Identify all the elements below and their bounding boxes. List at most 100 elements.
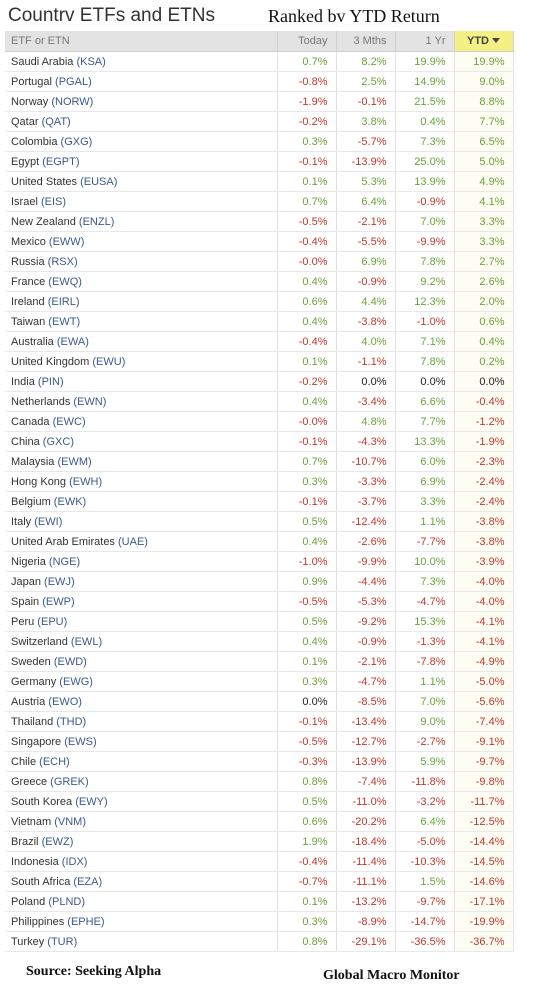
ticker-link[interactable]: EWA: [60, 335, 86, 348]
ticker-link[interactable]: ECH: [42, 755, 67, 768]
ticker-link[interactable]: VNM: [57, 815, 83, 828]
ticker-link[interactable]: EPU: [40, 615, 64, 628]
table-row[interactable]: Indonesia (IDX) -0.4% -11.4% -10.3% -14.5%: [5, 851, 514, 872]
ticker-link[interactable]: EWH: [72, 475, 99, 488]
country-name: Indonesia: [11, 855, 59, 868]
ticker-link[interactable]: RSX: [51, 255, 74, 268]
table-row[interactable]: Israel (EIS) 0.7% 6.4% -0.9% 4.1%: [5, 191, 514, 212]
ticker-link[interactable]: QAT: [45, 115, 68, 128]
table-row[interactable]: Switzerland (EWL) 0.4% -0.9% -1.3% -4.1%: [5, 631, 514, 652]
table-row[interactable]: Russia (RSX) -0.0% 6.9% 7.8% 2.7%: [5, 251, 514, 272]
ticker-link[interactable]: EIS: [44, 195, 63, 208]
table-row[interactable]: Portugal (PGAL) -0.8% 2.5% 14.9% 9.0%: [5, 71, 514, 92]
table-row[interactable]: Italy (EWI) 0.5% -12.4% 1.1% -3.8%: [5, 511, 514, 532]
ticker-link[interactable]: EWU: [96, 355, 122, 368]
table-row[interactable]: Nigeria (NGE) -1.0% -9.9% 10.0% -3.9%: [5, 551, 514, 572]
table-row[interactable]: Sweden (EWD) 0.1% -2.1% -7.8% -4.9%: [5, 651, 514, 672]
table-row[interactable]: United States (EUSA) 0.1% 5.3% 13.9% 4.9%: [5, 171, 514, 192]
table-row[interactable]: South Africa (EZA) -0.7% -11.1% 1.5% -14.6%: [5, 871, 514, 892]
ticker-link[interactable]: THD: [59, 715, 83, 728]
ticker-link[interactable]: EWC: [56, 415, 82, 428]
ytd-cell: 0.4%: [454, 331, 514, 352]
ticker-link[interactable]: EWW: [52, 235, 81, 248]
table-row[interactable]: Chile (ECH) -0.3% -13.9% 5.9% -9.7%: [5, 751, 514, 772]
ticker-link[interactable]: NORW: [55, 95, 90, 108]
column-header-1-year[interactable]: 1 Yr: [395, 31, 455, 52]
ticker-link[interactable]: EWZ: [45, 835, 70, 848]
ticker-link[interactable]: PLND: [52, 895, 82, 908]
ticker-link[interactable]: EWO: [51, 695, 79, 708]
table-row[interactable]: United Arab Emirates (UAE) 0.4% -2.6% -7.7%…: [5, 531, 514, 552]
ticker-link[interactable]: ENZL: [82, 215, 111, 228]
column-header-name[interactable]: ETF or ETN: [5, 31, 278, 52]
table-row[interactable]: Netherlands (EWN) 0.4% -3.4% 6.6% -0.4%: [5, 391, 514, 412]
table-row[interactable]: Canada (EWC) -0.0% 4.8% 7.7% -1.2%: [5, 411, 514, 432]
ticker-link[interactable]: KSA: [80, 55, 103, 68]
column-header-3-months[interactable]: 3 Mths: [336, 31, 396, 52]
table-row[interactable]: Austria (EWO) 0.0% -8.5% 7.0% -5.6%: [5, 691, 514, 712]
ticker-link[interactable]: EWJ: [47, 575, 71, 588]
ticker-link[interactable]: TUR: [50, 935, 74, 948]
table-row[interactable]: India (PIN) -0.2% 0.0% 0.0% 0.0%: [5, 371, 514, 392]
table-row[interactable]: Peru (EPU) 0.5% -9.2% 15.3% -4.1%: [5, 611, 514, 632]
ticker-link[interactable]: EWI: [37, 515, 59, 528]
ticker-link[interactable]: EZA: [77, 875, 99, 888]
ticker-link[interactable]: EWG: [62, 675, 90, 688]
table-row[interactable]: Germany (EWG) 0.3% -4.7% 1.1% -5.0%: [5, 671, 514, 692]
table-row[interactable]: Vietnam (VNM) 0.6% -20.2% 6.4% -12.5%: [5, 811, 514, 832]
ticker-link[interactable]: EIRL: [51, 295, 76, 308]
ticker-link[interactable]: EWM: [61, 455, 89, 468]
ticker-link[interactable]: EWQ: [51, 275, 79, 288]
ticker-link[interactable]: EWP: [45, 595, 71, 608]
table-row[interactable]: Turkey (TUR) 0.8% -29.1% -36.5% -36.7%: [5, 931, 514, 952]
table-row[interactable]: Malaysia (EWM) 0.7% -10.7% 6.0% -2.3%: [5, 451, 514, 472]
table-row[interactable]: Belgium (EWK) -0.1% -3.7% 3.3% -2.4%: [5, 491, 514, 512]
table-row[interactable]: Greece (GREK) 0.8% -7.4% -11.8% -9.8%: [5, 771, 514, 792]
table-row[interactable]: Australia (EWA) -0.4% 4.0% 7.1% 0.4%: [5, 331, 514, 352]
table-row[interactable]: Philippines (EPHE) 0.3% -8.9% -14.7% -19.9%: [5, 911, 514, 932]
table-row[interactable]: Colombia (GXG) 0.3% -5.7% 7.3% 6.5%: [5, 131, 514, 152]
today-cell: -0.7%: [277, 871, 337, 892]
table-row[interactable]: France (EWQ) 0.4% -0.9% 9.2% 2.6%: [5, 271, 514, 292]
table-row[interactable]: Ireland (EIRL) 0.6% 4.4% 12.3% 2.0%: [5, 291, 514, 312]
table-row[interactable]: Hong Kong (EWH) 0.3% -3.3% 6.9% -2.4%: [5, 471, 514, 492]
table-row[interactable]: Mexico (EWW) -0.4% -5.5% -9.9% 3.3%: [5, 231, 514, 252]
table-row[interactable]: Brazil (EWZ) 1.9% -18.4% -5.0% -14.4%: [5, 831, 514, 852]
country-name: Netherlands: [11, 395, 71, 408]
ticker-link[interactable]: GXC: [46, 435, 71, 448]
table-row[interactable]: Norway (NORW) -1.9% -0.1% 21.5% 8.8%: [5, 91, 514, 112]
ticker-link[interactable]: GREK: [53, 775, 85, 788]
ticker-link[interactable]: PIN: [41, 375, 60, 388]
ticker-link[interactable]: EWK: [57, 495, 83, 508]
ticker-link[interactable]: UAE: [121, 535, 145, 548]
ticker-link[interactable]: EGPT: [45, 155, 76, 168]
ticker-link[interactable]: NGE: [52, 555, 77, 568]
table-row[interactable]: Poland (PLND) 0.1% -13.2% -9.7% -17.1%: [5, 891, 514, 912]
ticker-link[interactable]: GXG: [64, 135, 89, 148]
table-row[interactable]: Japan (EWJ) 0.9% -4.4% 7.3% -4.0%: [5, 571, 514, 592]
table-row[interactable]: Taiwan (EWT) 0.4% -3.8% -1.0% 0.6%: [5, 311, 514, 332]
table-row[interactable]: Spain (EWP) -0.5% -5.3% -4.7% -4.0%: [5, 591, 514, 612]
ticker-link[interactable]: EUSA: [83, 175, 114, 188]
ticker-link[interactable]: EWN: [77, 395, 103, 408]
table-row[interactable]: Egypt (EGPT) -0.1% -13.9% 25.0% 5.0%: [5, 151, 514, 172]
ticker-link[interactable]: EWD: [57, 655, 84, 668]
ticker-link[interactable]: PGAL: [58, 75, 89, 88]
table-row[interactable]: United Kingdom (EWU) 0.1% -1.1% 7.8% 0.2%: [5, 351, 514, 372]
ticker-link[interactable]: EWL: [74, 635, 99, 648]
country-name: South Africa: [11, 875, 71, 888]
ticker-link[interactable]: EPHE: [70, 915, 101, 928]
ticker-link[interactable]: EWT: [51, 315, 77, 328]
table-row[interactable]: China (GXC) -0.1% -4.3% 13.3% -1.9%: [5, 431, 514, 452]
table-row[interactable]: Saudi Arabia (KSA) 0.7% 8.2% 19.9% 19.9%: [5, 51, 514, 72]
column-header-today[interactable]: Today: [277, 31, 337, 52]
ticker-link[interactable]: EWY: [78, 795, 104, 808]
table-row[interactable]: Thailand (THD) -0.1% -13.4% 9.0% -7.4%: [5, 711, 514, 732]
table-row[interactable]: Qatar (QAT) -0.2% 3.8% 0.4% 7.7%: [5, 111, 514, 132]
column-header-ytd[interactable]: YTD: [454, 31, 514, 52]
table-row[interactable]: South Korea (EWY) 0.5% -11.0% -3.2% -11.7%: [5, 791, 514, 812]
table-row[interactable]: Singapore (EWS) -0.5% -12.7% -2.7% -9.1%: [5, 731, 514, 752]
table-row[interactable]: New Zealand (ENZL) -0.5% -2.1% 7.0% 3.3%: [5, 211, 514, 232]
ticker-link[interactable]: EWS: [67, 735, 93, 748]
ticker-link[interactable]: IDX: [65, 855, 84, 868]
